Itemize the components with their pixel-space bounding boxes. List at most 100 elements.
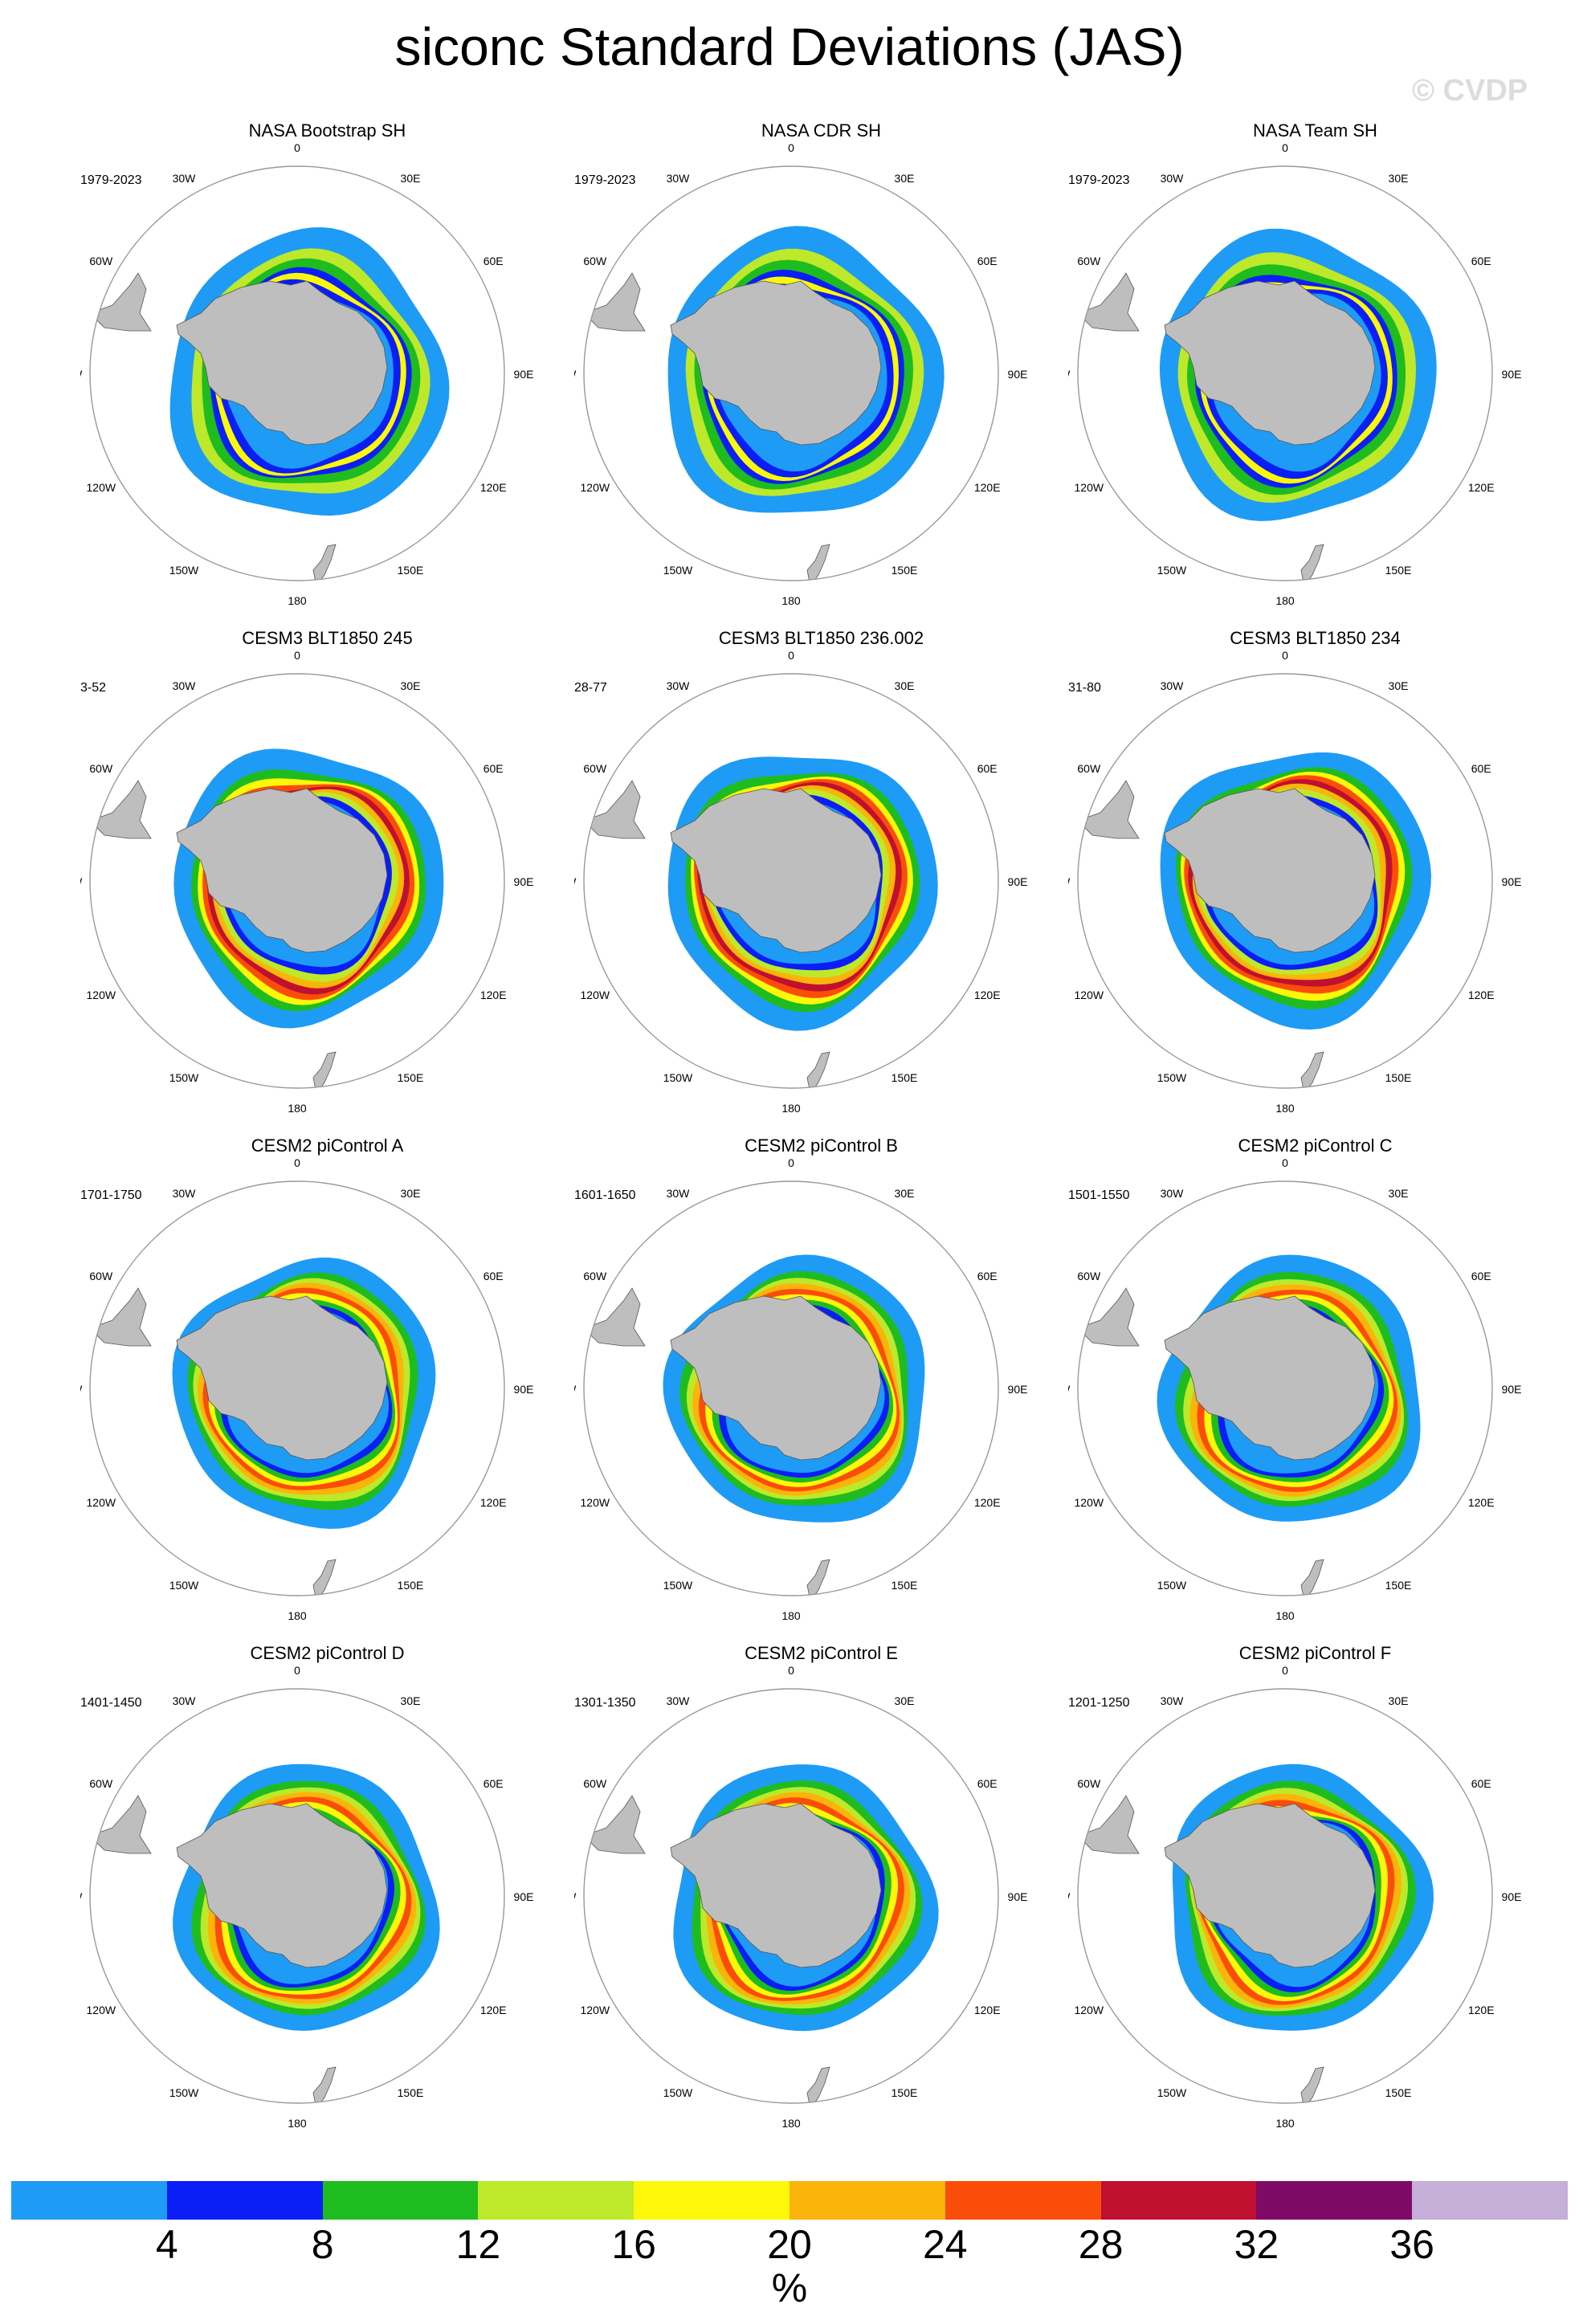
panel-title: CESM3 BLT1850 236.002 [718, 628, 924, 648]
longitude-label: 150E [1385, 1579, 1412, 1592]
longitude-label: 150E [892, 564, 918, 577]
longitude-label: 30E [1389, 172, 1409, 185]
longitude-label: 0 [1282, 1156, 1288, 1169]
colorbar-tick-label: 8 [311, 2222, 334, 2267]
longitude-label: 120E [1468, 481, 1495, 494]
longitude-label: 150W [169, 1071, 199, 1084]
map-frame [89, 1688, 505, 2104]
longitude-label: 150W [1157, 1579, 1187, 1592]
panel-years: 1401-1450 [80, 1696, 142, 1710]
panel-years: 1601-1650 [574, 1189, 636, 1202]
longitude-label: 60W [583, 1270, 607, 1282]
antarctica-landmass [670, 280, 882, 446]
antarctica-landmass [176, 1803, 388, 1968]
longitude-label: 180 [781, 594, 801, 607]
map-panel: 0 30E 60E 90E 120E 150E 180 150W 120W 90W 60W 30W CE… [80, 628, 574, 1126]
sea-ice-field [90, 1763, 440, 2103]
new-zealand-landmass [312, 1559, 337, 1596]
longitude-label: 30E [895, 172, 915, 185]
longitude-label: 30E [895, 1187, 915, 1200]
longitude-label: 150E [398, 564, 424, 577]
longitude-label: 30W [667, 1694, 691, 1707]
longitude-label: 180 [781, 1102, 801, 1115]
panel-years: 1501-1550 [1068, 1189, 1130, 1202]
colorbar-tick-label: 28 [1078, 2222, 1124, 2267]
longitude-label: 30W [173, 1187, 197, 1200]
longitude-label: 30W [1161, 1187, 1185, 1200]
new-zealand-landmass [1300, 544, 1324, 581]
sea-ice-field [1078, 228, 1437, 581]
colorbar-tick-label: 36 [1389, 2222, 1434, 2267]
map-panel: 0 30E 60E 90E 120E 150E 180 150W 120W 90W 60W 30W CE… [1068, 628, 1562, 1126]
south-america-landmass [1078, 1795, 1140, 1854]
longitude-label: 150W [663, 2086, 693, 2099]
longitude-label: 120W [581, 1496, 610, 1509]
antarctica-landmass [176, 788, 388, 953]
longitude-label: 180 [781, 2117, 801, 2130]
polar-map: 0 30E 60E 90E 120E 150E 180 150W 120W 90W 60W 30W [574, 141, 1027, 607]
sea-ice-field [584, 1764, 939, 2103]
longitude-label: 120E [480, 481, 507, 494]
longitude-label: 120W [87, 989, 116, 1001]
longitude-label: 150E [1385, 564, 1412, 577]
longitude-label: 120E [974, 2004, 1001, 2016]
longitude-label: 30E [401, 1694, 421, 1707]
longitude-label: 180 [1275, 2117, 1295, 2130]
map-frame [583, 1180, 999, 1596]
new-zealand-landmass [806, 1051, 830, 1088]
longitude-label: 180 [288, 2117, 307, 2130]
colorbar-tick-label: 12 [455, 2222, 501, 2267]
longitude-label: 150W [169, 2086, 199, 2099]
longitude-label: 120E [974, 1496, 1001, 1509]
longitude-label: 150W [1157, 2086, 1187, 2099]
longitude-label: 60W [89, 762, 113, 775]
longitude-label: 180 [1275, 594, 1295, 607]
new-zealand-landmass [1300, 2066, 1324, 2103]
map-panel: 0 30E 60E 90E 120E 150E 180 150W 120W 90W 60W 30W NA… [1068, 120, 1562, 618]
panel-years: 1201-1250 [1068, 1696, 1130, 1710]
colorbar-swatch [945, 2181, 1102, 2220]
sea-ice-field [1078, 1763, 1434, 2103]
south-america-landmass [90, 780, 152, 839]
antarctica-landmass [670, 1803, 882, 1968]
longitude-label: 90W [1068, 368, 1071, 381]
longitude-label: 90E [514, 1383, 534, 1396]
map-frame [1077, 673, 1493, 1089]
colorbar-swatch [478, 2181, 634, 2220]
colorbar-swatch [1412, 2181, 1569, 2220]
longitude-label: 150E [1385, 2086, 1412, 2099]
new-zealand-landmass [806, 1559, 830, 1596]
longitude-label: 120E [480, 989, 507, 1001]
south-america-landmass [1078, 780, 1140, 839]
longitude-label: 90W [80, 1383, 83, 1396]
longitude-label: 60E [1471, 255, 1491, 267]
polar-map: 0 30E 60E 90E 120E 150E 180 150W 120W 90W 60W 30W [80, 1664, 533, 2130]
antarctica-landmass [1164, 788, 1376, 953]
longitude-label: 60W [89, 1270, 113, 1282]
longitude-label: 180 [781, 1609, 801, 1622]
longitude-label: 150E [398, 1071, 424, 1084]
longitude-label: 30W [173, 172, 197, 185]
colorbar-tick-label: 16 [611, 2222, 656, 2267]
longitude-label: 90W [574, 1383, 577, 1396]
longitude-label: 0 [294, 649, 300, 662]
longitude-label: 60W [1077, 1270, 1101, 1282]
polar-map: 0 30E 60E 90E 120E 150E 180 150W 120W 90W 60W 30W [80, 1156, 534, 1622]
longitude-label: 30E [1389, 1187, 1409, 1200]
antarctica-landmass [670, 788, 882, 953]
longitude-label: 120E [480, 2004, 507, 2016]
main-title: siconc Standard Deviations (JAS) [394, 17, 1185, 76]
panel-title: CESM3 BLT1850 245 [242, 628, 413, 648]
polar-map: 0 30E 60E 90E 120E 150E 180 150W 120W 90W 60W 30W [574, 1156, 1027, 1622]
longitude-label: 60W [583, 255, 607, 267]
map-frame [89, 1180, 505, 1596]
antarctica-landmass [1164, 1803, 1376, 1968]
polar-map: 0 30E 60E 90E 120E 150E 180 150W 120W 90W 60W 30W [574, 1664, 1027, 2130]
longitude-label: 30W [667, 1187, 691, 1200]
longitude-label: 30W [1161, 1694, 1185, 1707]
longitude-label: 90E [1008, 875, 1028, 888]
longitude-label: 150W [169, 1579, 199, 1592]
longitude-label: 90E [514, 875, 534, 888]
polar-map: 0 30E 60E 90E 120E 150E 180 150W 120W 90W 60W 30W [574, 649, 1028, 1115]
longitude-label: 120W [581, 989, 610, 1001]
